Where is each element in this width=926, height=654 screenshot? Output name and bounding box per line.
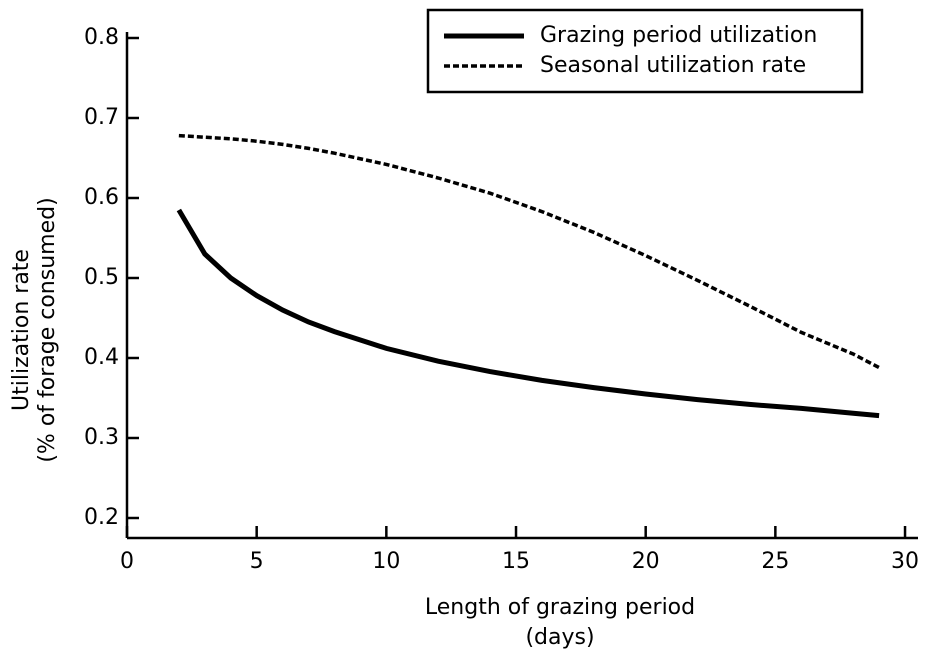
legend-label: Seasonal utilization rate	[540, 53, 806, 78]
y-tick-label: 0.5	[84, 265, 119, 290]
series-line	[178, 133, 880, 370]
x-tick-label: 5	[250, 549, 264, 574]
y-axis-label: Utilization rate	[9, 249, 34, 411]
x-tick-label: 0	[120, 549, 134, 574]
x-axis-label: Length of grazing period	[425, 595, 695, 620]
series-line	[176, 208, 880, 419]
y-tick-label: 0.7	[84, 105, 119, 130]
y-axis-label: (% of forage consumed)	[35, 197, 60, 462]
x-tick-label: 25	[761, 549, 789, 574]
x-tick-label: 10	[372, 549, 400, 574]
y-tick-label: 0.6	[84, 185, 119, 210]
y-tick-label: 0.2	[84, 505, 119, 530]
y-tick-label: 0.3	[84, 425, 119, 450]
legend-box	[426, 8, 864, 94]
x-tick-label: 15	[502, 549, 530, 574]
x-tick-label: 20	[632, 549, 660, 574]
x-tick-label: 30	[891, 549, 919, 574]
y-tick-label: 0.8	[84, 25, 119, 50]
legend-label: Grazing period utilization	[540, 23, 817, 48]
y-tick-label: 0.4	[84, 345, 119, 370]
x-axis-label: (days)	[525, 625, 594, 650]
